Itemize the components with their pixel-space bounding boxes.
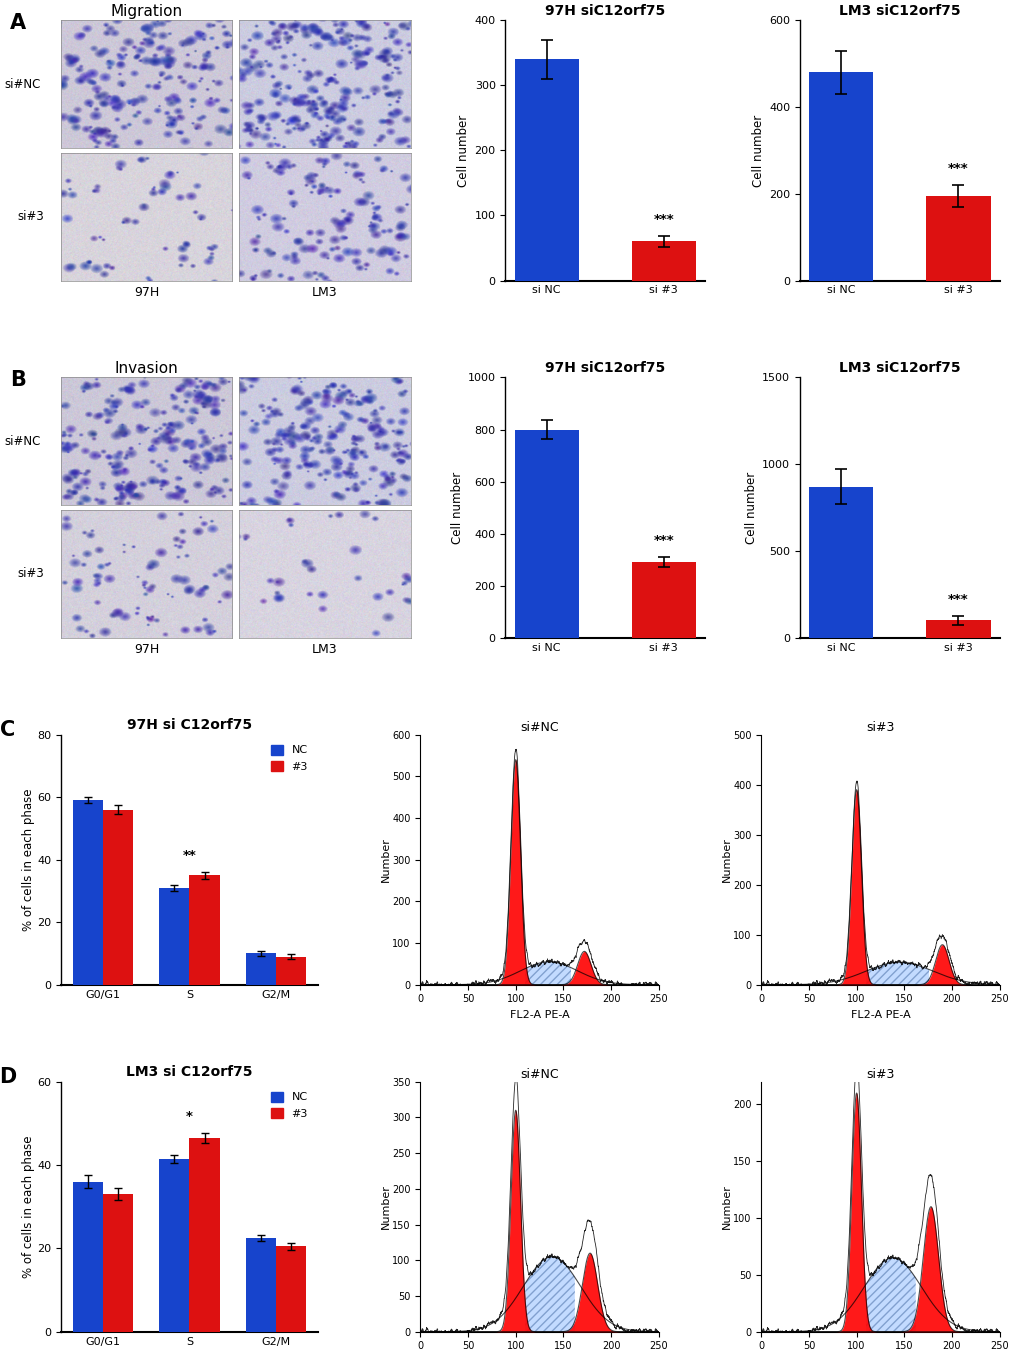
Title: Invasion: Invasion	[115, 361, 178, 376]
Text: **: **	[182, 849, 197, 861]
Text: ***: ***	[653, 534, 674, 546]
X-axis label: LM3: LM3	[312, 644, 337, 656]
Title: LM3 siC12orf75: LM3 siC12orf75	[839, 361, 960, 375]
Text: *: *	[185, 1110, 193, 1124]
Text: A: A	[10, 12, 25, 32]
Bar	[190, 875, 219, 984]
Bar	[808, 487, 872, 638]
Title: si#3: si#3	[865, 721, 894, 734]
Y-axis label: Number: Number	[721, 837, 731, 882]
Y-axis label: Cell number: Cell number	[450, 472, 463, 544]
Legend: NC, #3: NC, #3	[267, 741, 312, 776]
Bar	[514, 430, 579, 638]
Bar	[72, 1182, 103, 1332]
Bar	[275, 957, 306, 984]
Bar	[514, 59, 579, 280]
X-axis label: LM3: LM3	[312, 287, 337, 299]
Title: Migration: Migration	[111, 4, 182, 19]
Bar	[631, 242, 695, 280]
Text: C: C	[0, 719, 15, 740]
Y-axis label: Cell number: Cell number	[751, 115, 764, 187]
Y-axis label: % of cells in each phase: % of cells in each phase	[21, 788, 35, 932]
X-axis label: FL2-A PE-A: FL2-A PE-A	[510, 1010, 569, 1019]
Y-axis label: Number: Number	[721, 1184, 731, 1229]
Bar	[103, 810, 133, 984]
Text: D: D	[0, 1067, 17, 1087]
Title: 97H siC12orf75: 97H siC12orf75	[544, 361, 664, 375]
Bar	[103, 1194, 133, 1332]
Title: si#NC: si#NC	[520, 1068, 558, 1080]
Title: si#NC: si#NC	[520, 721, 558, 734]
Y-axis label: Number: Number	[380, 837, 390, 882]
Title: LM3 siC12orf75: LM3 siC12orf75	[839, 4, 960, 18]
X-axis label: 97H: 97H	[135, 644, 159, 656]
Title: si#3: si#3	[865, 1068, 894, 1080]
Text: ***: ***	[947, 592, 968, 606]
Title: LM3 si C12orf75: LM3 si C12orf75	[126, 1065, 253, 1079]
Bar	[72, 800, 103, 984]
Y-axis label: % of cells in each phase: % of cells in each phase	[21, 1136, 35, 1278]
Y-axis label: Cell number: Cell number	[744, 472, 757, 544]
Text: B: B	[10, 370, 25, 389]
X-axis label: 97H: 97H	[135, 287, 159, 299]
Title: 97H siC12orf75: 97H siC12orf75	[544, 4, 664, 18]
Text: ***: ***	[947, 162, 968, 174]
Bar	[925, 621, 989, 638]
Bar	[808, 72, 872, 280]
Bar	[246, 1238, 275, 1332]
Y-axis label: si#3: si#3	[17, 211, 44, 223]
Title: 97H si C12orf75: 97H si C12orf75	[126, 718, 252, 733]
Y-axis label: Cell number: Cell number	[457, 115, 470, 187]
Bar	[246, 953, 275, 984]
Bar	[190, 1138, 219, 1332]
Y-axis label: si#NC: si#NC	[4, 77, 41, 91]
Y-axis label: Number: Number	[380, 1184, 390, 1229]
Bar	[631, 562, 695, 638]
Y-axis label: si#3: si#3	[17, 568, 44, 580]
Y-axis label: si#NC: si#NC	[4, 435, 41, 448]
Bar	[275, 1247, 306, 1332]
X-axis label: FL2-A PE-A: FL2-A PE-A	[850, 1010, 909, 1019]
Text: ***: ***	[653, 212, 674, 226]
Bar	[159, 1159, 190, 1332]
Bar	[925, 196, 989, 280]
Legend: NC, #3: NC, #3	[267, 1087, 312, 1124]
Bar	[159, 888, 190, 984]
